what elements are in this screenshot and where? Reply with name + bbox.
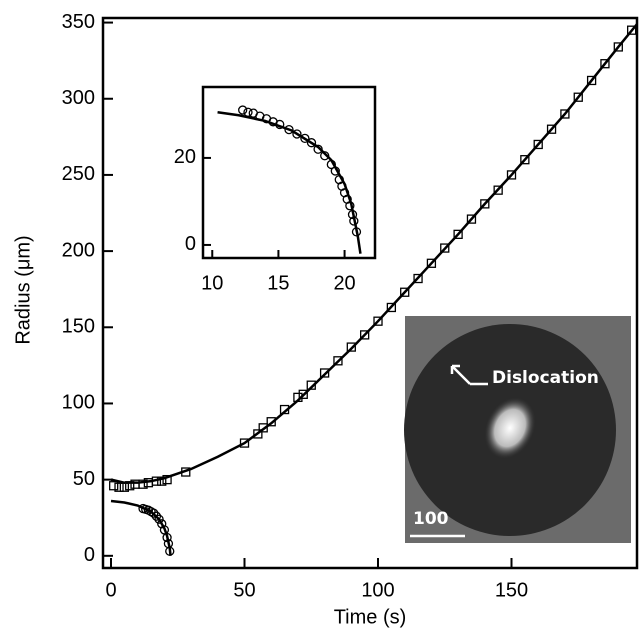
fit-line [110,499,172,556]
data-point [560,109,570,119]
data-point [480,199,490,209]
y-tick-label: 350 [62,11,95,33]
data-point [426,258,437,268]
data-point [319,368,330,378]
annotation: Dislocation [492,368,599,388]
plot-area [217,105,362,254]
data-point [627,25,637,35]
data-point [373,316,383,326]
x-tick-label: 20 [333,272,355,294]
y-tick-label: 300 [62,87,95,109]
data-point [453,229,463,239]
data-point [151,511,162,521]
data-point [114,482,124,492]
data-point [546,124,557,134]
data-point [600,59,610,69]
plot-area [109,23,637,556]
data-point [466,214,477,224]
data-point [440,243,450,253]
fit-line [217,110,362,254]
micrograph-dislocation [484,397,536,459]
x-tick-label: 100 [361,579,394,601]
data-point [533,139,543,150]
data-point [258,423,268,433]
y-tick-label: 50 [73,468,95,490]
data-point [253,429,263,439]
y-tick-label: 150 [62,316,95,338]
x-axis-title: Time (s) [334,606,407,628]
data-point [413,273,423,284]
x-tick-label: 150 [495,579,528,601]
data-point [298,389,308,399]
fit-line [110,23,637,484]
x-tick-label: 10 [201,272,223,294]
y-tick-label: 20 [174,146,196,168]
y-tick-label: 0 [185,233,196,255]
x-tick-label: 50 [233,579,255,601]
data-point [573,92,583,102]
data-point [306,138,317,148]
data-point [284,124,294,135]
data-point [266,417,276,427]
data-point [300,133,310,143]
data-point [346,342,356,352]
y-tick-label: 0 [84,544,95,566]
data-point [320,151,330,161]
data-point [238,105,248,115]
data-point [138,479,148,489]
plot-frame [101,16,639,570]
data-point [333,356,343,366]
annotation-arrow [450,364,488,386]
y-tick-label: 200 [62,239,95,261]
data-point [292,129,302,139]
micrograph: Dislocation 100 [404,316,631,543]
data-point [157,519,167,529]
data-point [520,155,530,165]
scale-label: 100 [413,509,449,529]
data-point [157,476,167,486]
y-tick-label: 250 [62,163,95,185]
y-tick-label: 100 [62,392,95,414]
data-point [613,42,623,52]
data-point [154,514,164,524]
data-point [149,508,159,518]
x-tick-label: 0 [105,579,116,601]
y-axis-title: Radius (μm) [12,235,34,344]
data-point [586,75,597,86]
data-point [109,481,119,491]
data-point [239,438,250,448]
data-point [360,330,370,340]
data-point [493,185,503,195]
data-point [400,287,410,297]
data-point [386,302,397,313]
data-point [313,144,323,154]
data-point [506,170,517,180]
x-tick-label: 15 [267,272,289,294]
